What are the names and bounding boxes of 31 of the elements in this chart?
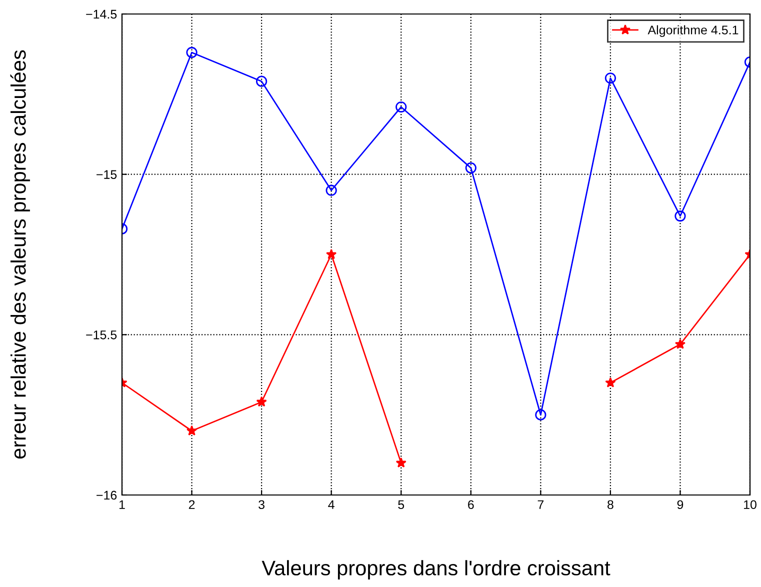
point xyxy=(326,184,337,196)
point xyxy=(326,248,337,260)
x-tick-label: 5 xyxy=(398,500,404,510)
x-tick-label: 2 xyxy=(188,500,195,509)
point xyxy=(396,457,406,468)
x-tick-label: 3 xyxy=(258,500,264,510)
y-tick-label: −16 xyxy=(96,490,117,500)
y-tick-label: −14.5 xyxy=(86,10,117,19)
y-tick-label: −15 xyxy=(96,170,117,179)
point xyxy=(186,425,198,436)
x-axis-title: Valeurs propres dans l'ordre croissant xyxy=(262,560,610,580)
x-tick-label: 9 xyxy=(677,500,684,510)
point xyxy=(535,409,546,420)
x-tick-label: 1 xyxy=(119,500,125,509)
point xyxy=(674,338,686,349)
y-tick-label: −15.5 xyxy=(86,330,117,340)
point xyxy=(256,396,267,407)
x-tick-label: 10 xyxy=(744,500,756,510)
point xyxy=(256,76,268,87)
point xyxy=(674,210,686,222)
x-tick-label: 6 xyxy=(468,500,474,510)
x-tick-label: 7 xyxy=(538,500,544,509)
point xyxy=(465,162,476,174)
point xyxy=(396,101,407,113)
x-tick-label: 8 xyxy=(608,500,614,510)
y-axis-title: erreur relative des valeurs propres calculées xyxy=(10,50,30,459)
point xyxy=(604,72,616,84)
point xyxy=(605,377,616,388)
point xyxy=(186,46,198,58)
x-tick-label: 4 xyxy=(328,500,334,509)
legend-label: Algorithme 4.5.1 xyxy=(648,25,738,37)
